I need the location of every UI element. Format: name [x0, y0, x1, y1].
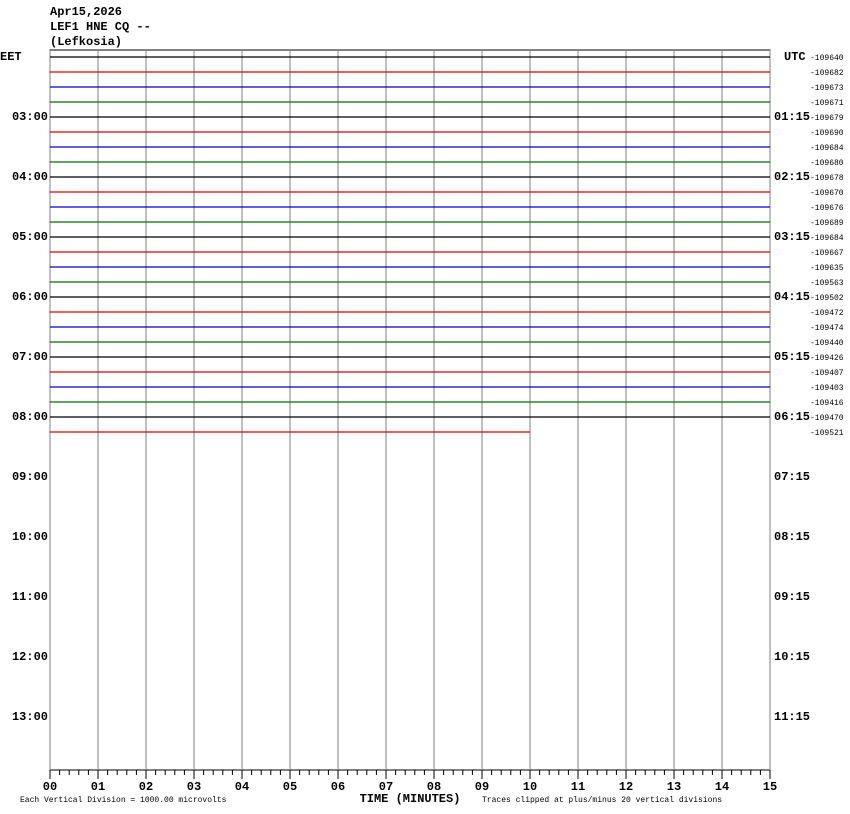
x-tick-label: 09 [475, 780, 489, 794]
trace-offset-label: -109690 [810, 129, 844, 138]
trace-offset-label: -109474 [810, 324, 844, 333]
left-hour-label: 04:00 [12, 170, 48, 184]
trace-offset-label: -109678 [810, 174, 844, 183]
trace-offset-label: -109502 [810, 294, 844, 303]
trace-offset-label: -109407 [810, 369, 844, 378]
title-line: LEF1 HNE CQ -- [50, 20, 151, 34]
x-tick-label: 12 [619, 780, 633, 794]
trace-offset-label: -109440 [810, 339, 844, 348]
plot-frame [49, 49, 771, 771]
trace-offset-label: -109670 [810, 189, 844, 198]
left-zone: EET [0, 50, 22, 64]
x-axis-title: TIME (MINUTES) [360, 792, 461, 806]
trace-offset-label: -109679 [810, 114, 844, 123]
trace-offset-label: -109521 [810, 429, 844, 438]
right-hour-label: 06:15 [774, 410, 810, 424]
left-hour-label: 13:00 [12, 710, 48, 724]
x-tick-label: 04 [235, 780, 249, 794]
x-tick-label: 05 [283, 780, 297, 794]
trace-offset-label: -109472 [810, 309, 844, 318]
left-hour-label: 03:00 [12, 110, 48, 124]
trace-offset-label: -109640 [810, 54, 844, 63]
trace-offset-label: -109563 [810, 279, 844, 288]
right-hour-label: 05:15 [774, 350, 810, 364]
trace-offset-label: -109676 [810, 204, 844, 213]
right-zone: UTC [784, 50, 806, 64]
x-tick-label: 06 [331, 780, 345, 794]
trace-offset-label: -109673 [810, 84, 844, 93]
trace-offset-label: -109426 [810, 354, 844, 363]
x-tick-label: 15 [763, 780, 777, 794]
x-tick-label: 10 [523, 780, 537, 794]
right-hour-label: 01:15 [774, 110, 810, 124]
x-tick-label: 00 [43, 780, 57, 794]
right-hour-label: 07:15 [774, 470, 810, 484]
right-hour-label: 11:15 [774, 710, 810, 724]
left-hour-label: 11:00 [12, 590, 48, 604]
trace-offset-label: -109680 [810, 159, 844, 168]
trace-offset-label: -109635 [810, 264, 844, 273]
right-hour-label: 09:15 [774, 590, 810, 604]
left-hour-label: 12:00 [12, 650, 48, 664]
x-tick-label: 14 [715, 780, 729, 794]
title-line: (Lefkosia) [50, 35, 122, 49]
right-hour-label: 02:15 [774, 170, 810, 184]
trace-offset-label: -109684 [810, 234, 844, 243]
trace-offset-label: -109667 [810, 249, 844, 258]
left-hour-label: 07:00 [12, 350, 48, 364]
clip-note: Traces clipped at plus/minus 20 vertical… [482, 796, 722, 805]
left-hour-label: 05:00 [12, 230, 48, 244]
trace-offset-label: -109689 [810, 219, 844, 228]
title-line: Apr15,2026 [50, 5, 122, 19]
x-tick-label: 11 [571, 780, 585, 794]
x-tick-label: 13 [667, 780, 681, 794]
x-tick-label: 07 [379, 780, 393, 794]
left-hour-label: 08:00 [12, 410, 48, 424]
trace-offset-label: -109403 [810, 384, 844, 393]
scale-note: Each Vertical Division = 1000.00 microvo… [20, 796, 227, 805]
trace-offset-label: -109470 [810, 414, 844, 423]
right-hour-label: 03:15 [774, 230, 810, 244]
trace-offset-label: -109671 [810, 99, 844, 108]
x-tick-label: 02 [139, 780, 153, 794]
x-tick-label: 01 [91, 780, 105, 794]
right-hour-label: 08:15 [774, 530, 810, 544]
x-tick-label: 08 [427, 780, 441, 794]
x-tick-label: 03 [187, 780, 201, 794]
left-hour-label: 10:00 [12, 530, 48, 544]
left-hour-label: 06:00 [12, 290, 48, 304]
trace-offset-label: -109416 [810, 399, 844, 408]
right-hour-label: 10:15 [774, 650, 810, 664]
left-hour-label: 09:00 [12, 470, 48, 484]
trace-offset-label: -109684 [810, 144, 844, 153]
right-hour-label: 04:15 [774, 290, 810, 304]
trace-offset-label: -109682 [810, 69, 844, 78]
